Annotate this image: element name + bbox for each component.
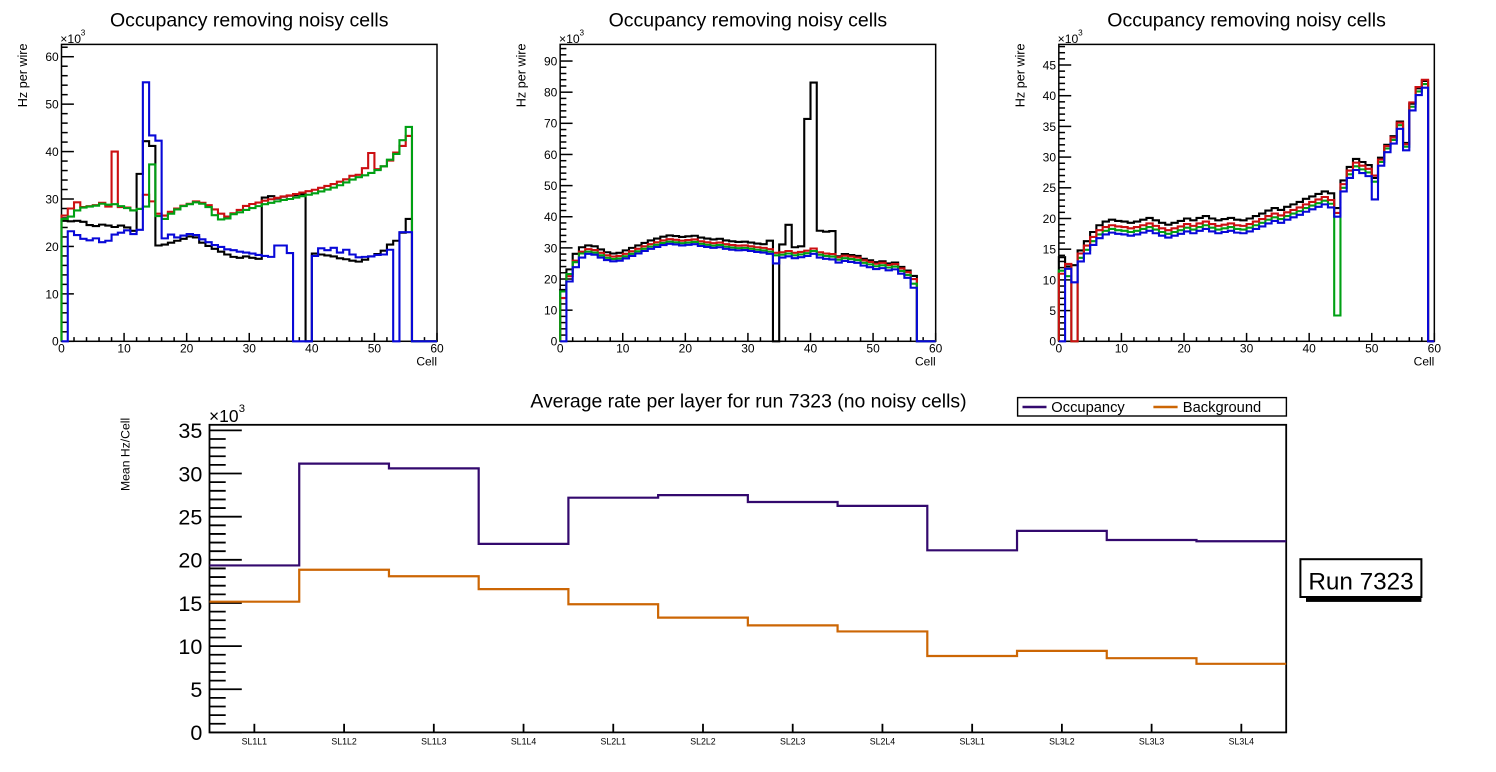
svg-text:×10: ×10	[1058, 32, 1079, 46]
svg-text:SL2L3: SL2L3	[780, 737, 806, 747]
svg-text:90: 90	[544, 54, 558, 68]
svg-text:0: 0	[557, 341, 564, 355]
svg-text:10: 10	[1043, 273, 1057, 287]
svg-text:SL2L2: SL2L2	[690, 737, 716, 747]
svg-text:SL3L1: SL3L1	[959, 737, 985, 747]
svg-text:×10: ×10	[60, 32, 81, 46]
svg-text:Cell: Cell	[915, 355, 936, 369]
svg-text:10: 10	[178, 635, 202, 659]
svg-text:Occupancy: Occupancy	[1051, 400, 1125, 416]
svg-text:80: 80	[544, 86, 558, 100]
svg-text:50: 50	[1365, 341, 1379, 355]
svg-text:SL1L4: SL1L4	[511, 737, 537, 747]
svg-text:Run 7323: Run 7323	[1308, 568, 1413, 595]
svg-text:20: 20	[45, 240, 59, 254]
svg-text:20: 20	[679, 341, 693, 355]
svg-text:30: 30	[1043, 151, 1057, 165]
svg-text:SL3L3: SL3L3	[1139, 737, 1165, 747]
svg-text:40: 40	[45, 145, 59, 159]
svg-text:Occupancy removing noisy cells: Occupancy removing noisy cells	[1107, 10, 1386, 32]
svg-text:60: 60	[1428, 341, 1442, 355]
svg-text:Occupancy removing noisy cells: Occupancy removing noisy cells	[609, 10, 888, 32]
svg-text:×10: ×10	[559, 32, 580, 46]
svg-text:40: 40	[1302, 341, 1316, 355]
svg-text:10: 10	[45, 287, 59, 301]
svg-text:0: 0	[52, 335, 59, 349]
svg-text:25: 25	[178, 505, 202, 529]
svg-text:30: 30	[544, 241, 558, 255]
svg-text:40: 40	[1043, 89, 1057, 103]
svg-text:20: 20	[180, 341, 194, 355]
svg-text:Hz per wire: Hz per wire	[515, 44, 529, 108]
svg-text:×10: ×10	[209, 406, 239, 426]
svg-text:30: 30	[45, 192, 59, 206]
svg-text:25: 25	[1043, 181, 1057, 195]
svg-text:0: 0	[58, 341, 65, 355]
svg-text:Hz per wire: Hz per wire	[16, 44, 30, 108]
svg-text:5: 5	[190, 678, 202, 702]
svg-text:10: 10	[616, 341, 630, 355]
svg-text:20: 20	[1177, 341, 1191, 355]
svg-text:10: 10	[1115, 341, 1129, 355]
svg-text:35: 35	[1043, 120, 1057, 134]
svg-text:Cell: Cell	[1414, 355, 1435, 369]
svg-text:10: 10	[117, 341, 131, 355]
svg-text:SL2L4: SL2L4	[870, 737, 896, 747]
svg-text:Background: Background	[1183, 400, 1261, 416]
svg-text:50: 50	[368, 341, 382, 355]
svg-text:0: 0	[1055, 341, 1062, 355]
svg-text:40: 40	[804, 341, 818, 355]
svg-text:60: 60	[929, 341, 943, 355]
svg-text:30: 30	[178, 462, 202, 486]
svg-text:Occupancy removing noisy cells: Occupancy removing noisy cells	[110, 10, 389, 32]
svg-text:15: 15	[1043, 243, 1057, 257]
svg-text:50: 50	[45, 98, 59, 112]
svg-text:0: 0	[190, 721, 202, 745]
svg-text:40: 40	[544, 210, 558, 224]
svg-text:50: 50	[866, 341, 880, 355]
svg-text:Average rate per layer for run: Average rate per layer for run 7323 (no …	[530, 391, 966, 413]
svg-text:20: 20	[178, 549, 202, 573]
svg-text:30: 30	[1240, 341, 1254, 355]
svg-text:SL2L1: SL2L1	[601, 737, 627, 747]
svg-text:35: 35	[178, 419, 202, 443]
svg-text:45: 45	[1043, 58, 1057, 72]
svg-text:10: 10	[544, 304, 558, 318]
svg-text:20: 20	[544, 272, 558, 286]
svg-text:Mean Hz/Cell: Mean Hz/Cell	[119, 418, 133, 491]
svg-text:Cell: Cell	[416, 355, 437, 369]
svg-text:60: 60	[430, 341, 444, 355]
svg-text:Hz per wire: Hz per wire	[1013, 44, 1027, 108]
svg-text:3: 3	[81, 29, 86, 38]
svg-text:5: 5	[1049, 304, 1056, 318]
svg-text:3: 3	[1078, 29, 1083, 38]
svg-text:60: 60	[544, 148, 558, 162]
svg-text:70: 70	[544, 117, 558, 131]
svg-text:SL3L2: SL3L2	[1049, 737, 1075, 747]
svg-text:15: 15	[178, 592, 202, 616]
svg-text:SL1L1: SL1L1	[242, 737, 268, 747]
svg-text:50: 50	[544, 179, 558, 193]
svg-text:30: 30	[741, 341, 755, 355]
svg-text:30: 30	[243, 341, 257, 355]
svg-text:0: 0	[1049, 335, 1056, 349]
svg-text:SL1L3: SL1L3	[421, 737, 447, 747]
svg-text:SL1L2: SL1L2	[331, 737, 357, 747]
svg-text:3: 3	[239, 403, 245, 415]
svg-text:20: 20	[1043, 212, 1057, 226]
svg-text:40: 40	[305, 341, 319, 355]
svg-text:SL3L4: SL3L4	[1229, 737, 1255, 747]
svg-text:60: 60	[45, 50, 59, 64]
svg-text:3: 3	[579, 29, 584, 38]
svg-text:0: 0	[551, 335, 558, 349]
